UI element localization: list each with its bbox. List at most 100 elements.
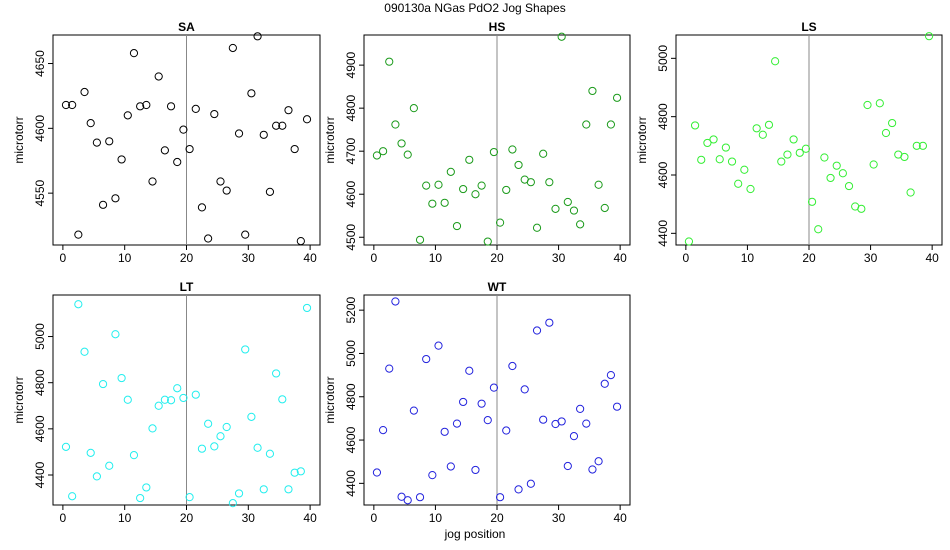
x-tick-label: 0 <box>371 251 378 265</box>
data-point <box>465 366 474 375</box>
data-point <box>495 218 505 227</box>
data-point <box>216 177 225 186</box>
data-point <box>142 100 151 110</box>
data-point <box>216 432 225 441</box>
x-tick-label: 40 <box>613 251 627 265</box>
x-tick-label: 20 <box>180 511 194 525</box>
data-point <box>869 160 878 169</box>
data-point <box>594 180 603 189</box>
data-point <box>397 492 406 501</box>
data-point <box>403 496 412 505</box>
data-point <box>434 341 443 350</box>
data-point <box>415 235 425 244</box>
data-point <box>734 179 743 188</box>
data-point <box>105 137 114 146</box>
data-point <box>234 489 244 498</box>
y-tick-label: 4600 <box>656 161 670 188</box>
data-point <box>881 128 891 138</box>
data-point <box>422 181 431 190</box>
data-point <box>459 397 468 407</box>
data-point <box>142 483 151 492</box>
y-axis-label: microtorr <box>323 376 337 423</box>
data-point <box>526 479 535 488</box>
panel-title-lt: LT <box>180 280 194 294</box>
data-point <box>117 155 126 164</box>
y-tick-label: 5000 <box>33 323 47 350</box>
data-point <box>234 129 244 138</box>
y-tick-label: 4800 <box>344 383 358 410</box>
data-point <box>569 432 579 441</box>
data-point <box>514 160 523 170</box>
data-point <box>179 393 188 403</box>
y-tick-label: 5200 <box>344 296 358 323</box>
data-point <box>483 237 492 246</box>
x-tick-label: 10 <box>741 251 755 265</box>
data-point <box>397 139 406 148</box>
data-point <box>924 32 934 41</box>
panel-sa: SA 0 10 20 30 40 4550 4600 4650 microtorr <box>12 20 321 265</box>
data-point <box>690 121 700 130</box>
data-point <box>61 442 71 451</box>
data-point <box>185 493 194 502</box>
data-point <box>520 385 529 394</box>
y-tick-label: 4800 <box>656 103 670 130</box>
data-point <box>160 395 169 404</box>
data-point <box>191 390 200 399</box>
data-point <box>129 49 139 58</box>
data-point <box>204 419 213 428</box>
data-point <box>148 424 157 433</box>
data-point <box>918 141 928 150</box>
panel-title-wt: WT <box>488 280 507 294</box>
panel-hs: HS 0 10 20 30 40 4500 4600 4700 4800 4900 microtorr <box>323 20 631 265</box>
data-point <box>253 32 262 41</box>
data-point <box>61 100 71 110</box>
data-point <box>563 461 572 471</box>
data-point <box>197 203 207 212</box>
data-point <box>302 115 312 124</box>
data-point <box>440 427 449 436</box>
x-tick-label: 0 <box>683 251 690 265</box>
data-point <box>111 194 120 203</box>
data-point <box>241 230 250 239</box>
data-point <box>74 300 83 309</box>
data-point <box>136 493 145 503</box>
x-tick-label: 30 <box>242 251 256 265</box>
data-point <box>253 443 262 452</box>
data-point <box>372 468 382 477</box>
data-point <box>160 146 169 155</box>
data-point <box>697 155 706 164</box>
x-axis-label: jog position <box>444 527 506 541</box>
data-point <box>502 185 511 195</box>
data-point <box>489 147 499 157</box>
data-point <box>557 417 566 426</box>
data-point <box>814 225 823 234</box>
x-tick-label: 30 <box>552 251 566 265</box>
x-tick-label: 0 <box>371 511 378 525</box>
y-tick-label: 4400 <box>656 220 670 247</box>
data-point <box>477 399 486 408</box>
x-tick-label: 10 <box>118 251 132 265</box>
data-point <box>129 451 139 460</box>
data-point <box>508 145 517 154</box>
data-point <box>391 120 400 129</box>
y-axis-label: microtorr <box>12 116 26 163</box>
data-point <box>502 426 511 435</box>
data-point <box>98 200 108 209</box>
data-point <box>74 230 83 239</box>
x-tick-label: 30 <box>242 511 256 525</box>
data-point <box>86 119 95 128</box>
x-tick-label: 40 <box>925 251 939 265</box>
data-point <box>612 93 622 102</box>
y-tick-label: 4550 <box>33 179 47 206</box>
data-point <box>832 161 841 170</box>
data-point <box>265 449 275 458</box>
data-point <box>789 135 798 144</box>
data-point <box>569 206 579 215</box>
data-point <box>136 102 145 111</box>
data-point <box>154 401 163 410</box>
data-point <box>391 297 400 306</box>
y-tick-label: 4900 <box>344 51 358 78</box>
data-point <box>758 130 767 139</box>
y-tick-label: 4500 <box>344 224 358 251</box>
